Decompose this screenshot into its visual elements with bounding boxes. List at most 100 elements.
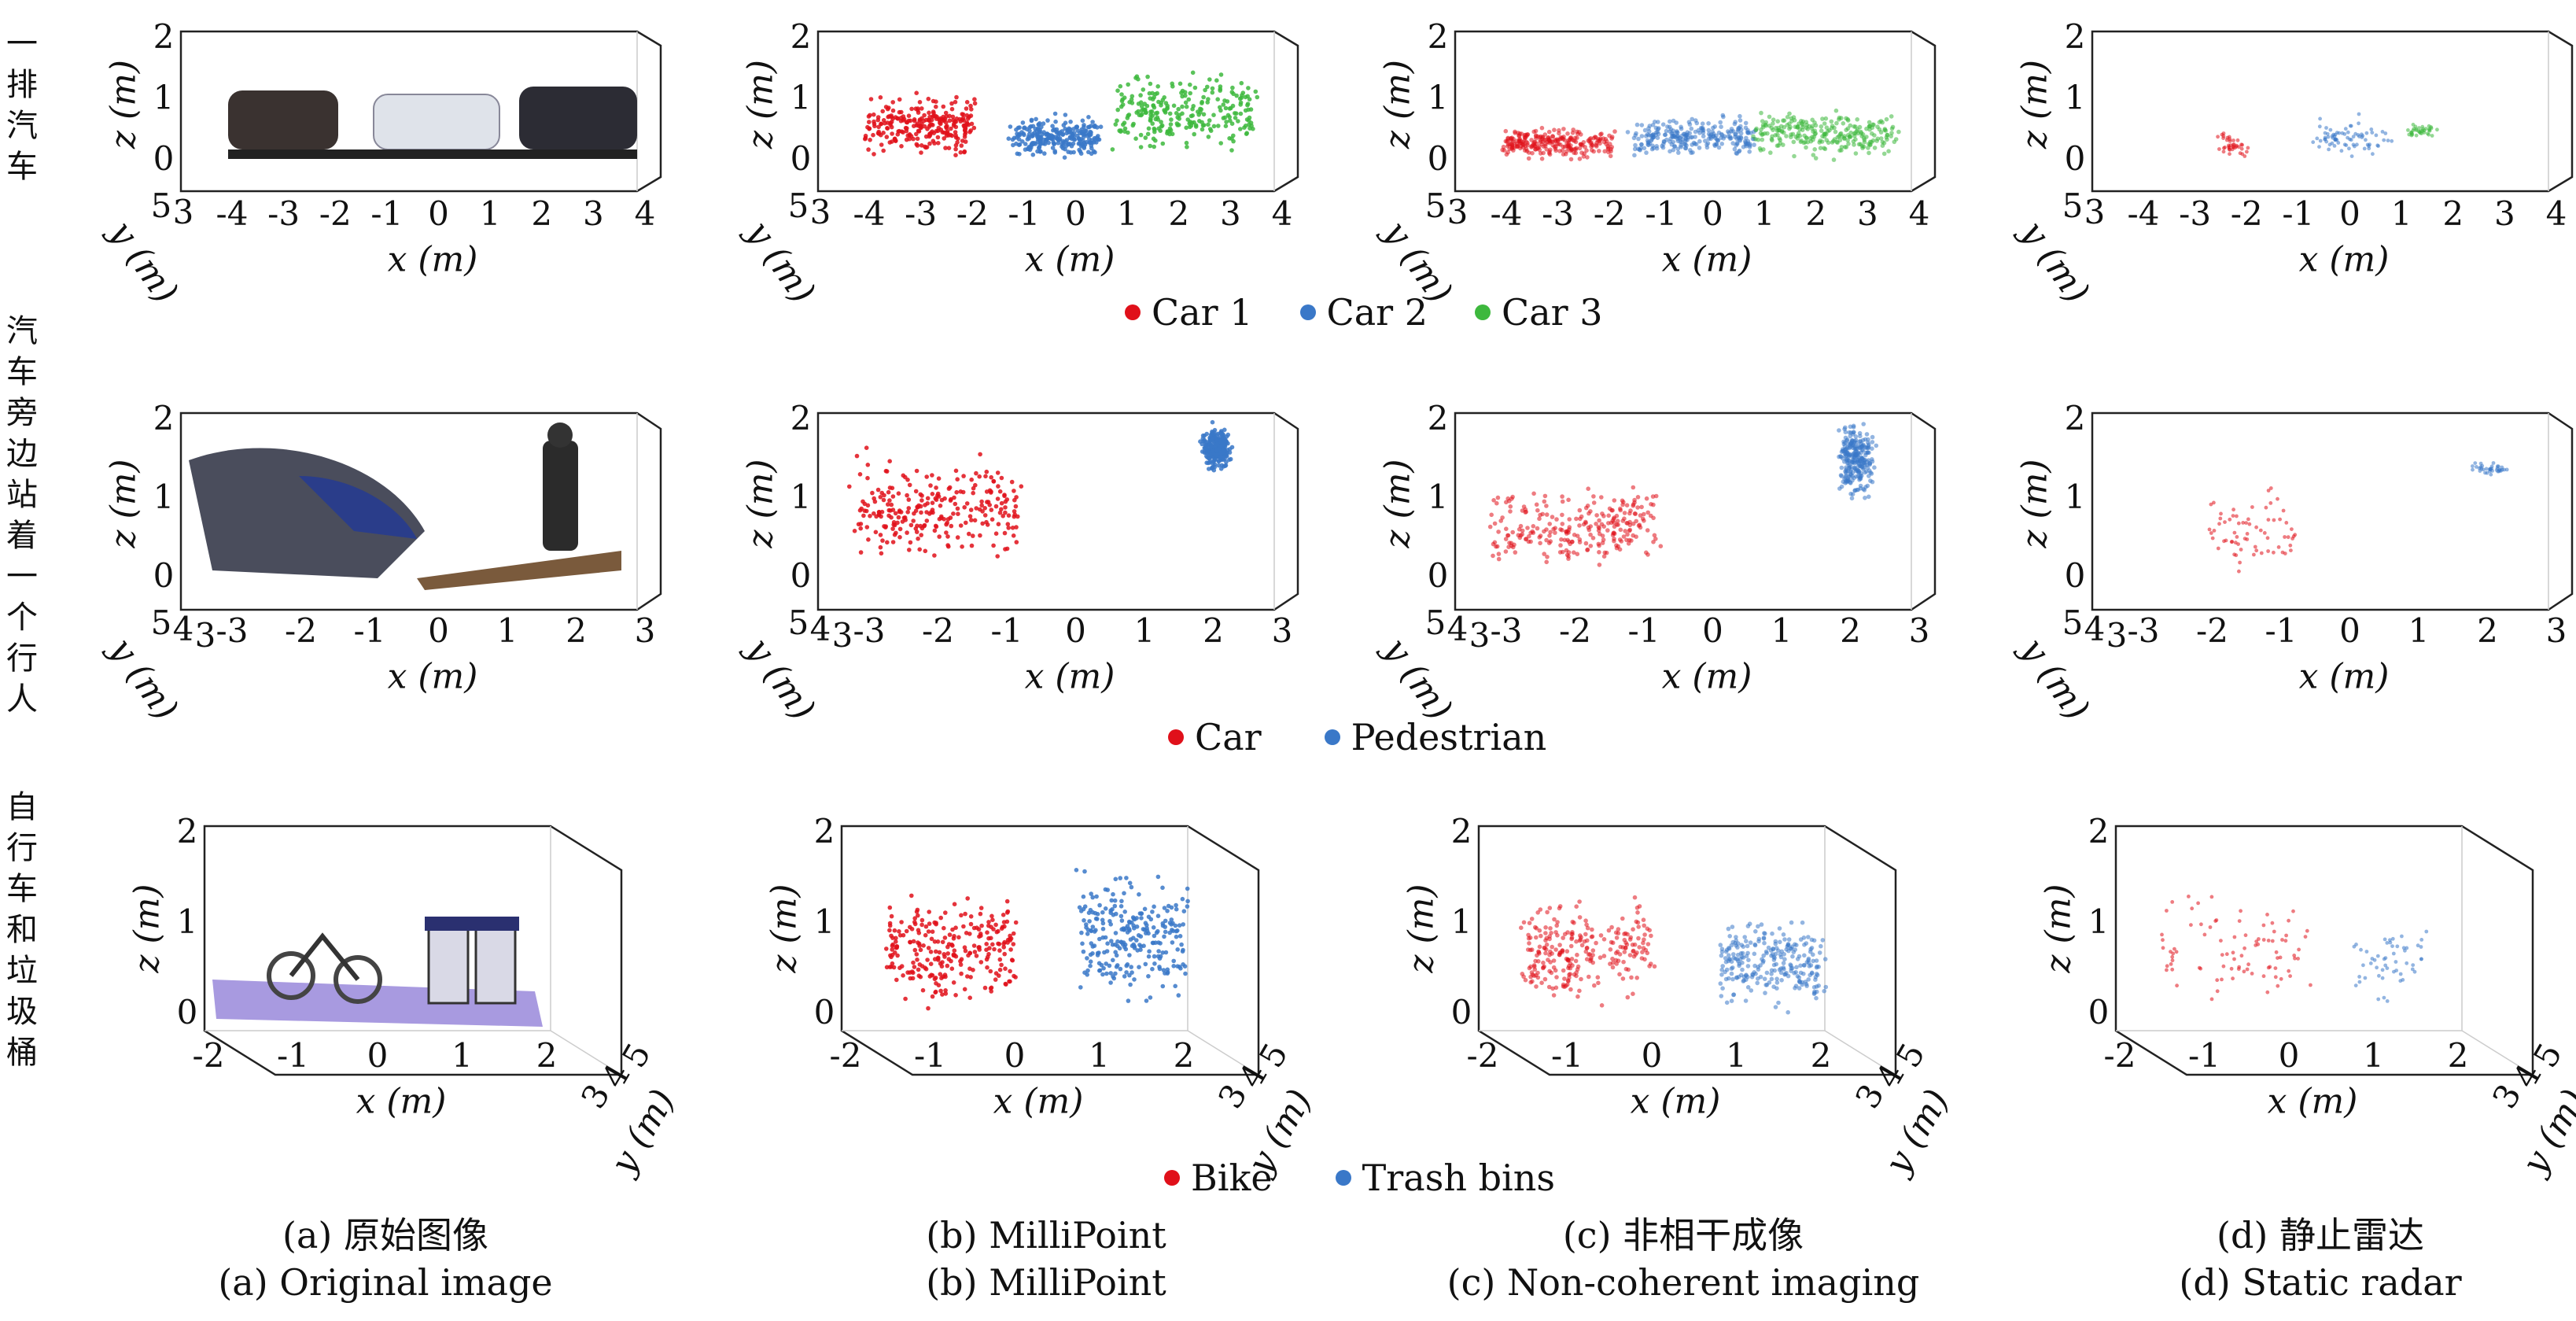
data-point [889,113,894,118]
data-point [1001,945,1006,950]
data-point [1016,137,1022,142]
data-point [1806,935,1811,939]
data-point [982,513,988,518]
data-point [2207,527,2212,532]
data-point [1103,906,1108,911]
data-point [2484,467,2489,471]
data-point [1545,555,1550,559]
data-point [868,97,874,101]
data-point [1719,953,1724,958]
data-point [1494,544,1500,549]
data-point [1489,512,1494,518]
data-point [1090,951,1095,956]
data-point [1014,540,1019,544]
data-point [1041,121,1046,126]
data-point [1207,452,1213,457]
data-point [1642,923,1646,928]
data-point [1078,909,1084,913]
data-point [1082,918,1086,923]
data-point [963,132,967,137]
data-point [991,543,996,548]
data-point [1100,972,1105,977]
data-point [1131,935,1136,940]
data-point [1011,533,1016,538]
data-point [1583,520,1588,526]
data-point [1053,135,1059,139]
data-point [890,494,896,499]
data-point [955,477,960,482]
data-point [1530,143,1535,148]
data-point [971,533,975,538]
data-point [1080,941,1085,946]
data-point [1229,148,1234,153]
data-point [1525,142,1530,148]
data-point [1174,934,1179,939]
data-point [2274,950,2279,954]
data-point [2293,956,2297,961]
data-point [1679,143,1683,148]
data-point [1535,146,1541,150]
data-point [988,969,993,974]
ground-shape [417,551,621,590]
data-point [1536,949,1541,954]
data-point [1626,541,1631,546]
data-point [2380,976,2385,980]
data-point [1134,74,1140,79]
data-point [1050,146,1056,150]
data-point [979,499,984,504]
data-point [1631,927,1635,932]
data-point [1723,949,1729,954]
data-point [903,996,908,1002]
data-point [1849,496,1855,501]
data-point [1168,122,1174,127]
data-point [1730,141,1735,146]
data-point [1729,998,1734,1003]
data-point [1218,72,1224,77]
data-point [1577,988,1582,994]
x-tick-label: -2 [2231,194,2263,233]
data-point [1153,138,1158,143]
data-point [1163,950,1169,955]
data-point [916,913,920,918]
data-point [1538,512,1542,518]
data-point [1170,940,1175,945]
data-point [951,980,956,985]
data-point [2250,972,2254,976]
car-shape [189,448,425,578]
data-point [1723,956,1728,961]
data-point [1634,534,1638,539]
panel-3-3 [1477,825,1897,1076]
data-point [1544,512,1550,517]
data-point [2363,976,2368,980]
data-point [1682,146,1688,151]
data-point [997,967,1003,972]
y-tick-label: 4 [1447,610,1469,648]
data-point [2323,131,2327,135]
data-point [1726,926,1731,932]
data-point [2336,141,2341,145]
data-point [2293,533,2298,537]
data-point [1843,481,1848,485]
z-tick-label: 0 [1451,993,1472,1031]
data-point [1574,904,1579,909]
data-point [896,491,901,496]
data-point [2237,569,2241,574]
data-point [1227,106,1233,111]
data-point [1093,910,1098,916]
data-point [1573,958,1579,964]
data-point [1566,144,1571,149]
data-point [1229,121,1235,126]
x-tick-label: -2 [1559,611,1591,650]
data-point [1558,543,1563,548]
series-car [847,445,1024,559]
data-point [1503,138,1509,144]
data-point [1676,150,1681,155]
data-point [1513,131,1517,135]
data-point [1776,143,1781,148]
data-point [1577,523,1582,528]
data-point [1534,984,1539,989]
data-point [1622,950,1627,954]
data-point [1190,70,1196,76]
data-point [2232,552,2237,557]
data-point [2239,548,2243,552]
